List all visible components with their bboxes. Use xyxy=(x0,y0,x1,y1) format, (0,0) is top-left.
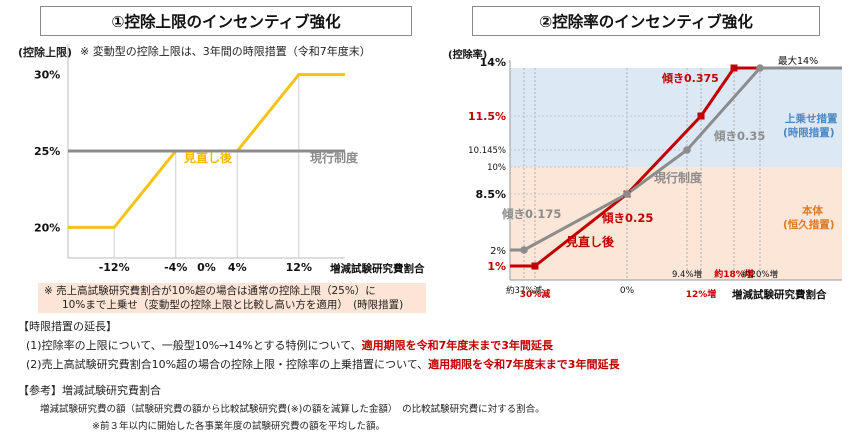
extension-item-1-text: (1)控除率の上限について、一般型10%→14%とする特例について、 xyxy=(26,339,362,352)
band-bottom-label-2: (恒久措置) xyxy=(783,218,835,231)
right-x-tick: 30%減 xyxy=(520,288,551,300)
right-gray-marker xyxy=(623,190,631,198)
left-chart-title: ①控除上限のインセンティブ強化 xyxy=(40,6,412,36)
left-bottom-note: ※ 売上高試験研究費割合が10%超の場合は通常の控除上限（25%）に 10%まで… xyxy=(38,283,426,313)
left-bottom-note-line2: 10%まで上乗せ（変動型の控除上限と比較し高い方を適用） (時限措置) xyxy=(62,299,404,311)
left-y-tick: 25% xyxy=(34,145,60,158)
extension-item-2-text: (2)売上高試験研究費割合10%超の場合の控除上限・控除率の上乗措置について、 xyxy=(26,358,429,371)
left-y-tick: 30% xyxy=(34,69,60,82)
right-series-line-0 xyxy=(510,66,842,268)
reference-heading: 【参考】増減試験研究費割合 xyxy=(18,384,161,397)
extension-heading: 【時限措置の延長】 xyxy=(18,320,117,333)
right-revised-label: 見直し後 xyxy=(565,234,615,249)
slope-025-label: 傾き0.25 xyxy=(601,211,653,225)
right-y-tick: 8.5% xyxy=(475,188,506,201)
right-y-tick: 1% xyxy=(487,260,506,273)
left-x-tick: 12% xyxy=(286,261,312,274)
lower-band xyxy=(510,167,842,280)
slope-0175-label: 傾き0.175 xyxy=(501,207,561,221)
left-current-label: 現行制度 xyxy=(310,150,359,165)
band-top-label-1: 上乗せ措置 xyxy=(785,112,838,125)
right-x-tick: 12%増 xyxy=(686,288,717,300)
right-x-tick: 約37%減 xyxy=(506,285,542,296)
reference-definition: 増減試験研究費の額（試験研究費の額から比較試験研究費(※)の額を減算した金額） … xyxy=(40,404,545,415)
right-gray-marker xyxy=(683,146,691,154)
right-y-tick: 10.145% xyxy=(468,146,506,156)
reference-note: ※前３年以内に開始した各事業年度の試験研究費の額を平均した額。 xyxy=(92,421,385,432)
right-chart: 14% 11.5% 10.145% 10% 8.5% 2% 1% 約37%減30%減 0% 9.4… xyxy=(448,48,842,301)
right-y-tick: 2% xyxy=(490,246,506,257)
extension-item-1-red: 適用期限を令和7年度末まで3年間延長 xyxy=(361,339,553,352)
right-y-tick: 11.5% xyxy=(468,110,506,123)
left-top-note: ※ 変動型の控除上限は、3年間の時限措置（令和7年度末） xyxy=(80,45,371,58)
band-top-label-2: (時限措置) xyxy=(783,126,835,139)
extension-item-2-red: 適用期限を令和7年度末まで3年間延長 xyxy=(428,358,620,371)
right-x-tick: 約20%増 xyxy=(742,269,778,280)
right-red-marker xyxy=(531,262,539,270)
right-gray-marker xyxy=(520,246,528,254)
right-red-marker xyxy=(730,64,738,72)
left-x-tick: -4% xyxy=(164,261,187,274)
left-x-tick: 0% xyxy=(197,261,216,274)
right-y-tick: 14% xyxy=(480,56,506,69)
extension-item-2: (2)売上高試験研究費割合10%超の場合の控除上限・控除率の上乗措置について、適… xyxy=(26,356,619,372)
right-y-tick: 10% xyxy=(487,163,506,173)
right-x-axis-label: 増減試験研究費割合 xyxy=(732,288,827,301)
extension-item-1: (1)控除率の上限について、一般型10%→14%とする特例について、適用期限を令… xyxy=(26,337,553,353)
left-y-axis-label: (控除上限) xyxy=(18,46,73,59)
left-bottom-note-line1: ※ 売上高試験研究費割合が10%超の場合は通常の控除上限（25%）に xyxy=(44,285,376,297)
right-x-tick: 0% xyxy=(620,286,635,296)
band-bottom-label-1: 本体 xyxy=(802,204,823,217)
left-chart: 20% 25% 30% -12% -4% 0% 4% 12% 増減試験研究費割合 見直し後 現… xyxy=(34,44,425,275)
max-label: 最大14% xyxy=(778,55,818,67)
right-x-tick: 9.4%増 xyxy=(672,269,702,280)
left-y-tick: 20% xyxy=(34,221,60,234)
left-x-tick: -12% xyxy=(99,261,130,274)
slope-035-label: 傾き0.35 xyxy=(713,129,765,143)
left-x-tick: 4% xyxy=(228,261,247,274)
right-gray-marker xyxy=(756,64,764,72)
slope-0375-label: 傾き0.375 xyxy=(661,71,719,85)
right-current-label: 現行制度 xyxy=(654,170,703,185)
left-revised-label: 見直し後 xyxy=(183,150,233,165)
right-y-axis-label: (控除率) xyxy=(448,48,487,61)
left-x-axis-label: 増減試験研究費割合 xyxy=(330,262,425,275)
right-x-tick: 約18%増 xyxy=(714,268,754,280)
right-red-marker xyxy=(697,112,705,120)
right-chart-title: ②控除率のインセンティブ強化 xyxy=(472,6,820,36)
